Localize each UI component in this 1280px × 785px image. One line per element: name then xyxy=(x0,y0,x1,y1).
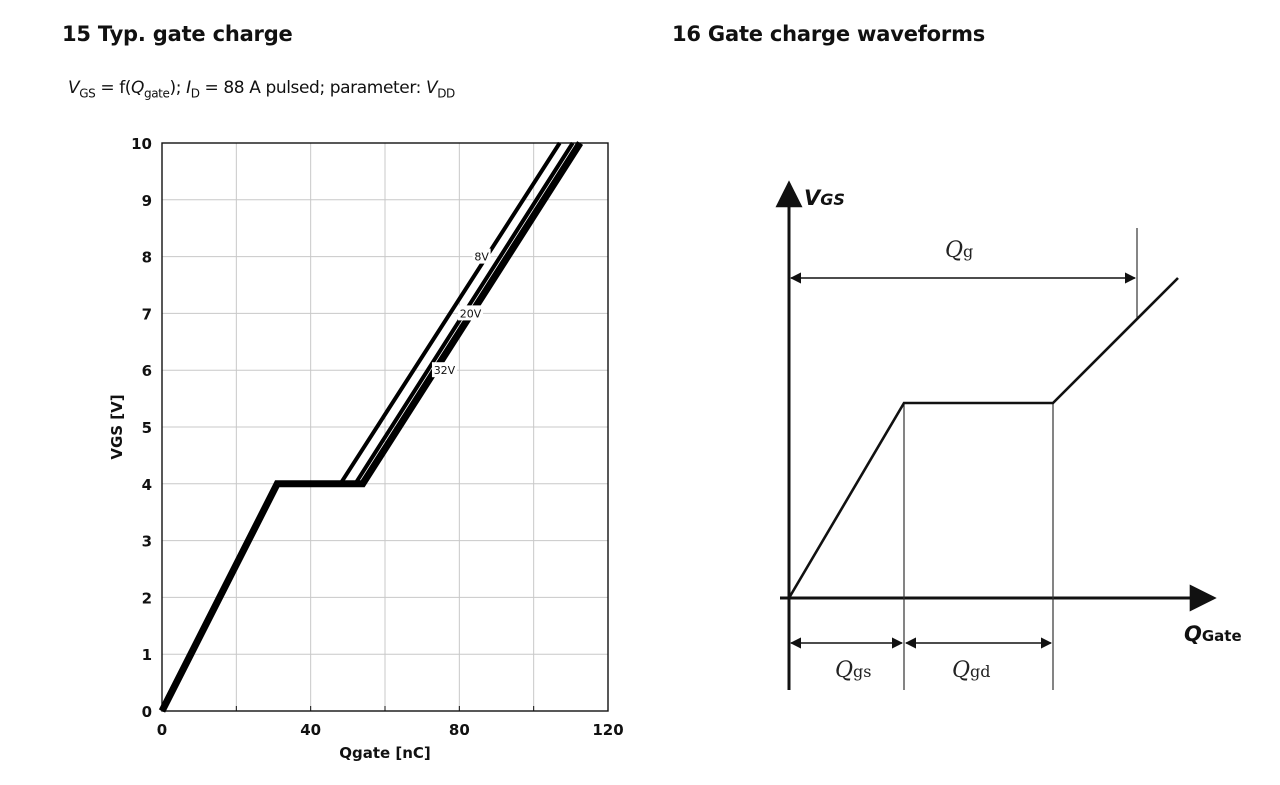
y-axis-label: VGS [V] xyxy=(108,394,126,459)
vgs-subscript: GS xyxy=(79,86,96,101)
subtitle-mid: ); xyxy=(169,78,187,98)
gate-charge-waveform-diagram: VGS QGate Qg Qgs Qgd xyxy=(775,180,1242,690)
y-tick-label: 10 xyxy=(131,135,152,153)
series-label-bg xyxy=(431,362,457,378)
series-label-8v: 8V xyxy=(474,251,489,264)
series-label-20v: 20V xyxy=(460,307,482,320)
y-tick-label: 4 xyxy=(142,476,152,494)
gate-charge-chart: 8V 20V 32V 0 1 2 3 4 5 6 7 8 9 10 0 40 80 120 Qgate [nC] VG… xyxy=(108,135,624,762)
subtitle-eq: = f( xyxy=(95,78,132,98)
y-tick-label: 2 xyxy=(142,589,152,607)
subtitle-rest: = 88 A pulsed; parameter: xyxy=(199,78,426,98)
x-tick-label: 0 xyxy=(157,721,167,739)
vgs-symbol: V xyxy=(68,78,80,98)
y-tick-label: 9 xyxy=(142,192,152,210)
figure-15-title: 15 Typ. gate charge xyxy=(62,22,293,46)
x-tick-label: 80 xyxy=(449,721,470,739)
qgate-axis-label: QGate xyxy=(1184,622,1242,646)
y-tick-label: 6 xyxy=(142,362,152,380)
series-label-32v: 32V xyxy=(434,364,456,377)
figure-15-subtitle: VGS = f(Qgate); ID = 88 A pulsed; parame… xyxy=(68,78,455,100)
x-tick-label: 120 xyxy=(592,721,623,739)
id-symbol: I xyxy=(186,78,191,98)
y-tick-label: 1 xyxy=(142,646,152,664)
series-label-bg xyxy=(457,305,483,321)
vdd-symbol: V xyxy=(425,78,438,98)
series-label-bg xyxy=(472,248,491,264)
q-symbol: Q xyxy=(131,78,145,98)
y-tick-label: 8 xyxy=(142,249,152,267)
y-tick-label: 3 xyxy=(142,533,152,551)
figure-16-title: 16 Gate charge waveforms xyxy=(672,22,986,46)
vgs-axis-label: VGS xyxy=(804,186,845,210)
qg-label: Qg xyxy=(945,238,973,263)
y-tick-label: 5 xyxy=(142,419,152,437)
x-tick-label: 40 xyxy=(300,721,321,739)
y-tick-label: 7 xyxy=(142,305,152,323)
qgs-label: Qgs xyxy=(835,658,872,683)
q-subscript: gate xyxy=(144,86,170,101)
y-tick-label: 0 xyxy=(142,703,152,721)
id-subscript: D xyxy=(190,86,200,101)
x-axis-label: Qgate [nC] xyxy=(339,744,431,762)
vgs-waveform xyxy=(787,277,1179,599)
vdd-subscript: DD xyxy=(437,86,455,101)
qgd-label: Qgd xyxy=(952,658,991,683)
